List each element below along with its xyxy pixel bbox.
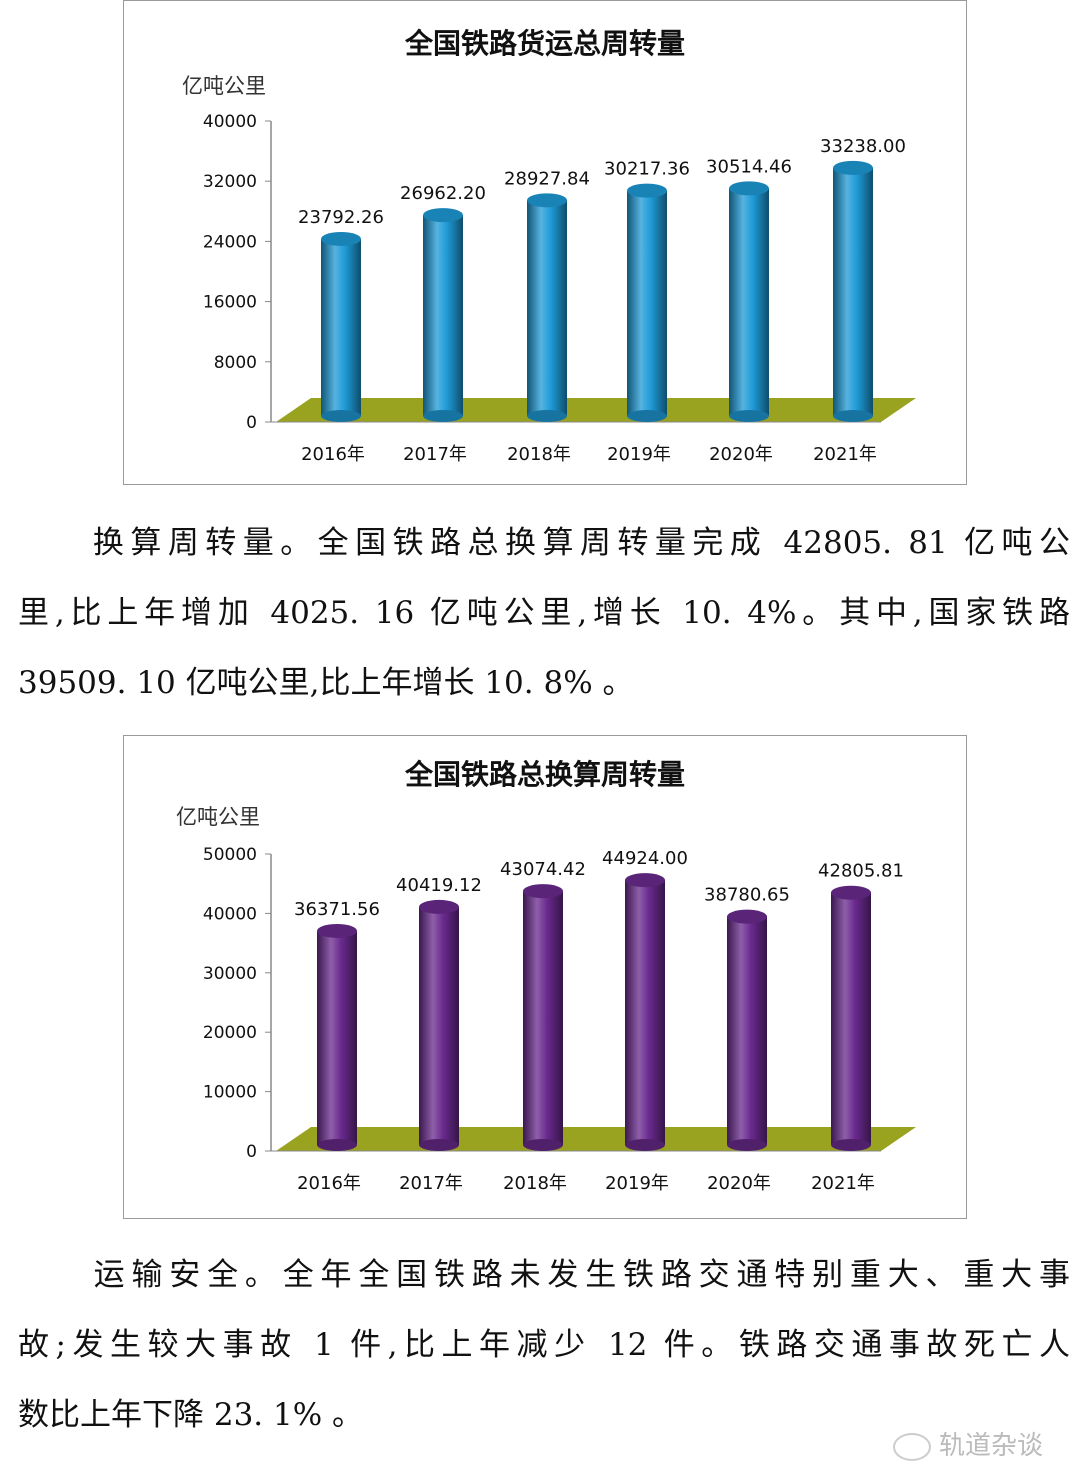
x-tick-label: 2019年: [605, 1173, 669, 1194]
y-tick-label: 0: [246, 413, 257, 433]
y-tick-label: 8000: [214, 353, 257, 373]
y-tick-label: 32000: [203, 172, 257, 192]
text-line: 里,比上年增加 4025. 16 亿吨公里,增长 10. 4%。其中,国家铁路: [18, 595, 1070, 631]
bar-base: [625, 1139, 665, 1151]
data-label: 42805.81: [818, 861, 904, 882]
bar: [523, 891, 563, 1145]
y-tick-label: 24000: [203, 232, 257, 252]
watermark: 轨道杂谈: [893, 1425, 1043, 1462]
x-tick-label: 2018年: [503, 1173, 567, 1194]
bar: [423, 215, 463, 416]
bar-base: [729, 410, 769, 422]
bar-top: [833, 160, 873, 175]
bar-base: [627, 410, 667, 422]
y-tick-label: 10000: [203, 1083, 257, 1103]
paragraph-transport-safety: 运输安全。全年全国铁路未发生铁路交通特别重大、重大事 故;发生较大事故 1 件,…: [18, 1240, 1070, 1450]
text-line: 39509. 10 亿吨公里,比上年增长 10. 8% 。: [18, 665, 634, 701]
bar-top: [627, 183, 667, 198]
x-tick-label: 2021年: [811, 1173, 875, 1194]
bar-top: [729, 181, 769, 196]
x-tick-label: 2016年: [297, 1173, 361, 1194]
chart-title: 全国铁路总换算周转量: [404, 758, 685, 791]
paragraph-converted-turnover: 换算周转量。全国铁路总换算周转量完成 42805. 81 亿吨公 里,比上年增加…: [18, 508, 1070, 718]
bar-top: [423, 208, 463, 223]
text-line: 运输安全。全年全国铁路未发生铁路交通特别重大、重大事: [18, 1257, 1070, 1293]
bar-base: [527, 410, 567, 422]
bar: [627, 190, 667, 416]
y-tick-label: 40000: [203, 112, 257, 132]
x-tick-label: 2018年: [507, 444, 571, 465]
bar: [419, 906, 459, 1145]
chart-title: 全国铁路货运总周转量: [404, 27, 685, 60]
data-label: 40419.12: [396, 875, 482, 896]
y-tick-label: 20000: [203, 1023, 257, 1043]
bar-top: [727, 909, 767, 924]
bar-base: [419, 1139, 459, 1151]
bar-base: [317, 1139, 357, 1151]
bar-base: [523, 1139, 563, 1151]
bar: [625, 880, 665, 1145]
x-tick-label: 2016年: [301, 444, 365, 465]
bar: [727, 916, 767, 1145]
data-label: 33238.00: [820, 136, 906, 157]
data-label: 44924.00: [602, 848, 688, 869]
y-axis-unit: 亿吨公里: [176, 805, 260, 829]
bar-base: [833, 410, 873, 422]
watermark-text: 轨道杂谈: [939, 1431, 1044, 1461]
x-tick-label: 2021年: [813, 444, 877, 465]
data-label: 43074.42: [500, 859, 586, 880]
x-tick-label: 2020年: [709, 444, 773, 465]
bar: [527, 200, 567, 416]
bar-top: [831, 885, 871, 900]
data-label: 30217.36: [604, 159, 690, 180]
bar: [317, 930, 357, 1145]
x-tick-label: 2020年: [707, 1173, 771, 1194]
text-line: 故;发生较大事故 1 件,比上年减少 12 件。铁路交通事故死亡人: [18, 1327, 1070, 1363]
bar: [321, 238, 361, 416]
data-label: 38780.65: [704, 885, 790, 906]
y-axis-unit: 亿吨公里: [182, 74, 266, 98]
bar-base: [423, 410, 463, 422]
chart-freight-turnover: 全国铁路货运总周转量亿吨公里 0 8000 16000 24000 32000 40000 2…: [123, 0, 967, 485]
bar-top: [523, 884, 563, 899]
bar: [833, 167, 873, 416]
data-label: 28927.84: [504, 168, 590, 189]
wechat-icon: [893, 1432, 931, 1461]
y-tick-label: 50000: [203, 845, 257, 865]
bar-top: [321, 231, 361, 246]
bar: [729, 188, 769, 416]
bar-base: [321, 410, 361, 422]
y-tick-label: 0: [246, 1142, 257, 1162]
y-tick-label: 40000: [203, 904, 257, 924]
chart-floor: [276, 1127, 916, 1151]
text-line: 换算周转量。全国铁路总换算周转量完成 42805. 81 亿吨公: [18, 525, 1070, 561]
x-tick-label: 2019年: [607, 444, 671, 465]
bar-top: [317, 923, 357, 938]
x-tick-label: 2017年: [399, 1173, 463, 1194]
bar-top: [419, 899, 459, 914]
chart-floor: [276, 398, 916, 422]
data-label: 23792.26: [298, 207, 384, 228]
bar-top: [527, 193, 567, 208]
x-tick-label: 2017年: [403, 444, 467, 465]
bar-base: [831, 1139, 871, 1151]
data-label: 30514.46: [706, 156, 792, 177]
bar-top: [625, 873, 665, 888]
bar-base: [727, 1139, 767, 1151]
data-label: 26962.20: [400, 183, 486, 204]
y-tick-label: 16000: [203, 293, 257, 313]
y-tick-label: 30000: [203, 964, 257, 984]
chart-total-converted-turnover: 全国铁路总换算周转量亿吨公里 0 10000 20000 30000 40000 50000…: [123, 735, 967, 1219]
data-label: 36371.56: [294, 899, 380, 920]
text-line: 数比上年下降 23. 1% 。: [18, 1397, 364, 1433]
bar: [831, 892, 871, 1145]
